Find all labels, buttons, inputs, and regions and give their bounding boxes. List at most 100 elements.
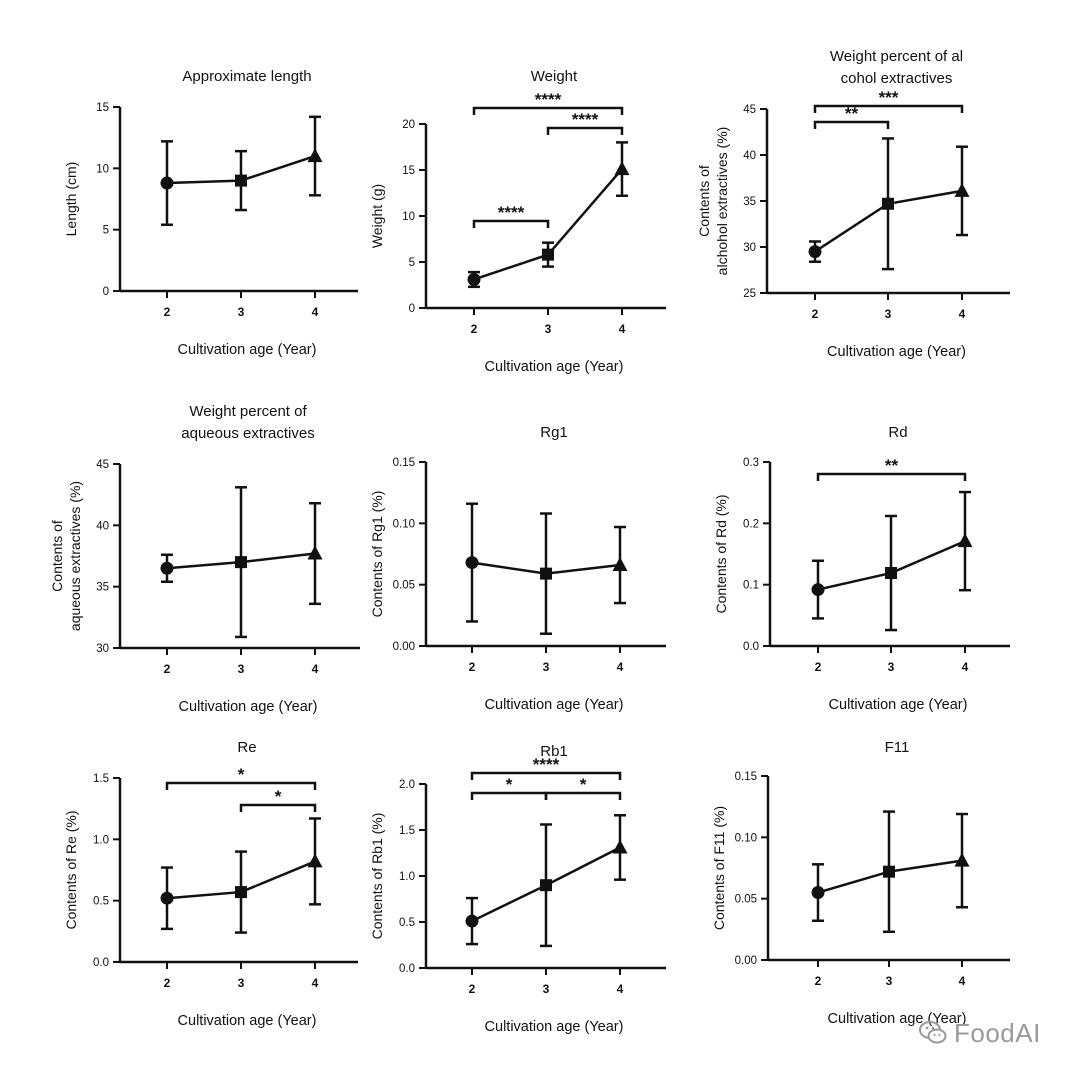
x-axis-label: Cultivation age (Year): [178, 1013, 317, 1029]
y-tick-label: 0.5: [93, 896, 109, 908]
x-tick-label: 4: [617, 982, 624, 996]
y-tick-label: 20: [402, 119, 415, 131]
y-axis-label: aqueous extractives (%): [67, 481, 83, 631]
y-axis-label: Contents of Rb1 (%): [369, 813, 385, 940]
x-tick-label: 3: [238, 305, 245, 319]
watermark: FoodAI: [918, 1016, 1041, 1050]
y-axis-label: alchohol extractives (%): [714, 127, 730, 276]
x-axis-label: Cultivation age (Year): [827, 344, 966, 360]
y-tick-label: 15: [96, 102, 109, 114]
significance-bracket: [165, 781, 317, 790]
data-point-triangle: [307, 853, 323, 868]
x-tick-label: 4: [959, 974, 966, 988]
chart-title: Approximate length: [182, 68, 311, 85]
chart-panel-1: Approximate length 0 5 10 15 2 3 4 Cultivation a…: [63, 68, 358, 358]
chart-panel-3: Weight percent of al cohol extractives 25 3…: [696, 48, 1010, 360]
chart-title: cohol extractives: [841, 70, 953, 87]
chart-panel-2: Weight 0 5 10 15 20 2 3 4 Cultivation age (Year) W…: [369, 68, 666, 375]
x-tick-label: 3: [238, 976, 245, 990]
chart-title: Re: [237, 739, 256, 756]
chart-title: aqueous extractives: [181, 425, 314, 442]
significance-bracket: [544, 791, 622, 800]
x-tick-label: 2: [164, 662, 171, 676]
y-tick-label: 0.05: [393, 580, 415, 592]
x-tick-label: 2: [469, 982, 476, 996]
y-tick-label: 45: [743, 104, 756, 116]
y-tick-label: 0.15: [393, 457, 415, 469]
y-tick-label: 0.1: [743, 580, 759, 592]
data-point-circle: [811, 886, 825, 900]
data-point-square: [883, 865, 895, 878]
x-tick-label: 3: [238, 662, 245, 676]
y-tick-label: 5: [409, 257, 415, 269]
chart-title: Rg1: [540, 424, 568, 441]
significance-label: ****: [572, 110, 599, 129]
significance-bracket: [239, 803, 317, 812]
x-tick-label: 4: [959, 307, 966, 321]
y-tick-label: 25: [743, 288, 756, 300]
x-tick-label: 4: [312, 305, 319, 319]
y-tick-label: 0.0: [93, 957, 109, 969]
y-tick-label: 45: [96, 459, 109, 471]
y-axis-label: Contents of: [49, 520, 65, 592]
significance-label: **: [885, 456, 899, 475]
data-point-square: [540, 879, 552, 892]
data-point-triangle: [307, 545, 323, 560]
data-point-square: [235, 174, 247, 187]
y-tick-label: 0.5: [399, 917, 415, 929]
x-tick-label: 4: [617, 660, 624, 674]
y-tick-label: 35: [96, 582, 109, 594]
chart-title: Weight percent of: [189, 403, 307, 420]
y-tick-label: 0.15: [735, 771, 757, 783]
data-point-triangle: [612, 839, 628, 854]
chart-panel-5: Rg1 0.00 0.05 0.10 0.15 2 3 4 Cultivation age (Y…: [369, 424, 666, 713]
x-axis-label: Cultivation age (Year): [485, 697, 624, 713]
data-point-square: [235, 886, 247, 899]
x-tick-label: 2: [164, 305, 171, 319]
significance-bracket: [813, 120, 890, 129]
significance-label: **: [845, 104, 859, 123]
data-point-square: [882, 197, 894, 210]
x-tick-label: 2: [815, 660, 822, 674]
y-axis-label: Contents of Rg1 (%): [369, 491, 385, 618]
data-point-triangle: [614, 161, 630, 176]
chart-panel-4: Weight percent of aqueous extractives 30 35…: [49, 403, 360, 715]
wechat-icon: [919, 1021, 947, 1044]
data-point-circle: [465, 556, 479, 570]
significance-bracket: [472, 219, 550, 228]
y-axis-label: Contents of Rd (%): [713, 494, 729, 613]
y-tick-label: 0.2: [743, 518, 759, 530]
data-point-circle: [160, 561, 174, 575]
significance-label: *: [580, 775, 587, 794]
significance-bracket: [470, 791, 548, 800]
significance-bracket: [472, 106, 624, 115]
data-point-triangle: [612, 557, 628, 572]
y-axis-label: Contents of Re (%): [63, 810, 79, 929]
x-tick-label: 3: [888, 660, 895, 674]
y-tick-label: 1.5: [399, 825, 415, 837]
significance-label: ****: [533, 755, 560, 774]
x-tick-label: 4: [962, 660, 969, 674]
chart-panel-7: Re 0.0 0.5 1.0 1.5 2 3 4 Cultivation age (Year) C…: [63, 739, 358, 1029]
x-tick-label: 3: [543, 660, 550, 674]
data-point-triangle: [957, 533, 973, 548]
chart-title: Weight percent of al: [830, 48, 963, 65]
x-axis-label: Cultivation age (Year): [178, 342, 317, 358]
x-axis-label: Cultivation age (Year): [829, 697, 968, 713]
y-tick-label: 30: [743, 242, 756, 254]
y-tick-label: 0.3: [743, 457, 759, 469]
y-tick-label: 0.10: [735, 832, 757, 844]
chart-title: Rd: [888, 424, 907, 441]
significance-label: ***: [879, 88, 899, 107]
x-tick-label: 4: [312, 662, 319, 676]
chart-panel-8: Rb1 0.0 0.5 1.0 1.5 2.0 2 3 4 Cultivation age (Ye…: [369, 743, 666, 1035]
y-tick-label: 35: [743, 196, 756, 208]
significance-bracket: [813, 104, 964, 113]
y-tick-label: 0.10: [393, 518, 415, 530]
significance-label: ****: [498, 203, 525, 222]
chart-title: Rb1: [540, 743, 568, 760]
x-tick-label: 2: [812, 307, 819, 321]
y-tick-label: 0.05: [735, 894, 757, 906]
data-point-circle: [811, 583, 825, 597]
